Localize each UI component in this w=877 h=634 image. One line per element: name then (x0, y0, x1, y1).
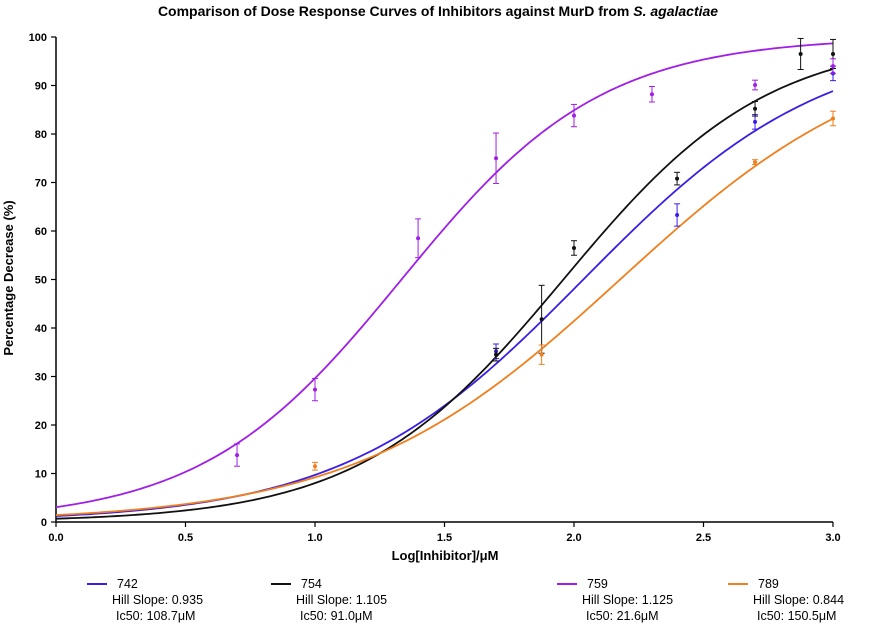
y-tick-label: 0 (41, 517, 47, 529)
legend-swatch-742 (87, 583, 107, 585)
legend-name-789: 789 (758, 577, 779, 591)
plot-area: 0 10 20 30 40 50 60 70 80 90 100 0.0 0.5 1.0 1.5 2.0 2.5… (29, 32, 841, 544)
legend-hill-754: Hill Slope: 1.105 (296, 593, 388, 607)
y-tick-label: 50 (35, 275, 47, 287)
y-tick-label: 70 (35, 178, 47, 190)
y-tick-label: 40 (35, 323, 47, 335)
data-point-789 (539, 352, 544, 357)
data-point-754 (494, 352, 499, 357)
data-point-754 (539, 317, 544, 322)
y-tick-label: 60 (35, 226, 47, 238)
data-point-742 (753, 119, 758, 124)
legend-name-754: 754 (301, 577, 322, 591)
data-point-754 (675, 176, 680, 181)
curve-789 (55, 117, 834, 516)
data-point-759 (649, 92, 654, 97)
legend-ic50-789: Ic50: 150.5μM (757, 609, 837, 623)
legend-hill-789: Hill Slope: 0.844 (753, 593, 845, 607)
curve-754 (55, 68, 834, 520)
curve-759 (55, 42, 834, 509)
legend-hill-742: Hill Slope: 0.935 (112, 593, 204, 607)
x-tick-label: 0.5 (178, 532, 193, 544)
data-point-759 (753, 83, 758, 88)
chart-title-italic: S. agalactiae (633, 3, 718, 19)
y-tick-label: 30 (35, 372, 47, 384)
legend-ic50-742: Ic50: 108.7μM (116, 609, 196, 623)
y-tick-label: 10 (35, 469, 47, 481)
y-tick-label: 20 (35, 420, 47, 432)
legend-ic50-754: Ic50: 91.0μM (300, 609, 373, 623)
data-point-789 (831, 116, 835, 121)
y-tick-label: 100 (29, 32, 47, 44)
legend-swatch-789 (728, 583, 748, 585)
y-tick-label: 80 (35, 129, 47, 141)
legend-name-742: 742 (117, 577, 138, 591)
legend-hill-759: Hill Slope: 1.125 (582, 593, 674, 607)
x-tick-label: 2.5 (696, 532, 711, 544)
data-point-759 (831, 64, 835, 69)
data-point-759 (572, 113, 576, 118)
y-axis-label: Percentage Decrease (%) (1, 200, 16, 355)
data-point-754 (831, 51, 835, 56)
chart-title-text: Comparison of Dose Response Curves of In… (158, 3, 633, 19)
legend-swatch-754 (271, 583, 291, 585)
x-tick-label: 2.0 (566, 532, 581, 544)
x-tick-label: 1.0 (307, 532, 322, 544)
x-tick-label: 0.0 (48, 532, 63, 544)
data-point-789 (313, 464, 317, 469)
curve-742 (55, 90, 834, 517)
legend-name-759: 759 (587, 577, 608, 591)
data-point-754 (798, 51, 803, 56)
data-point-742 (675, 212, 680, 217)
legend-swatch-759 (557, 583, 577, 585)
legend-ic50-759: Ic50: 21.6μM (586, 609, 659, 623)
chart-title: Comparison of Dose Response Curves of In… (158, 3, 718, 19)
y-tick-label: 90 (35, 81, 47, 93)
x-tick-label: 1.5 (437, 532, 452, 544)
data-point-789 (753, 160, 758, 165)
data-point-759 (416, 236, 421, 241)
data-point-759 (494, 156, 499, 161)
data-point-754 (572, 245, 576, 250)
data-point-754 (753, 106, 758, 111)
x-axis-label: Log[Inhibitor]/μM (392, 548, 499, 563)
x-tick-label: 3.0 (825, 532, 840, 544)
data-point-759 (235, 453, 240, 458)
data-point-759 (313, 387, 317, 392)
